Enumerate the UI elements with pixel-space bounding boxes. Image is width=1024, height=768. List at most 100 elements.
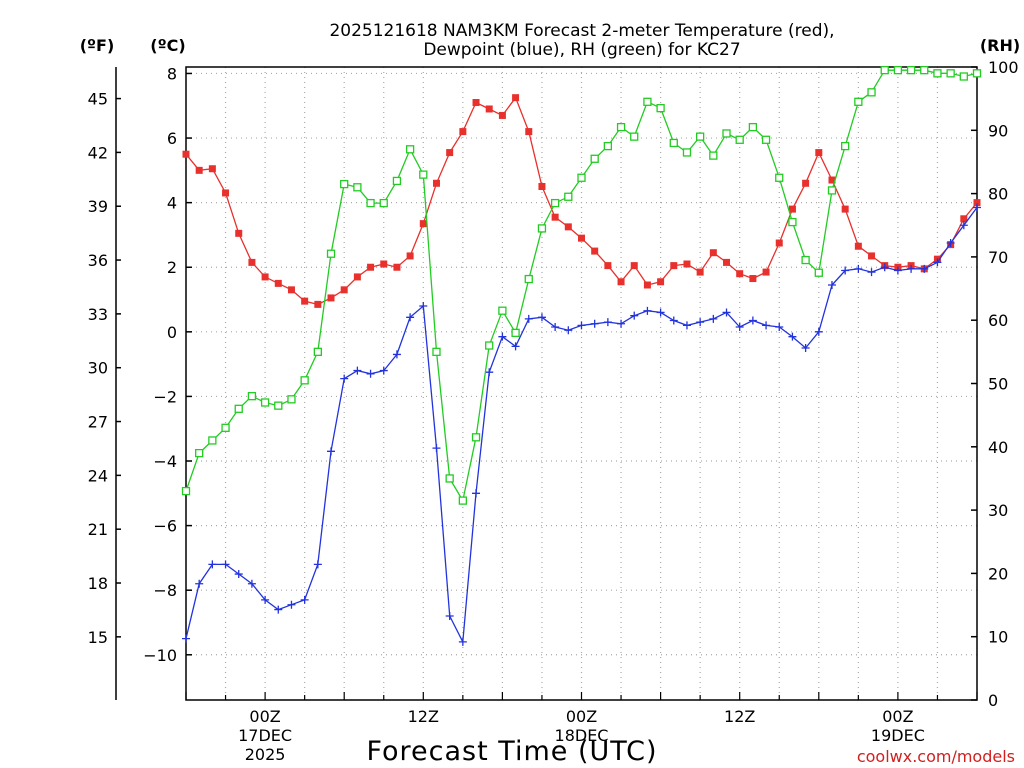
x-axis-title: Forecast Time (UTC) — [366, 736, 657, 767]
rh-axis-label: (RH) — [980, 36, 1020, 55]
data-point — [630, 132, 639, 141]
data-point — [366, 198, 375, 208]
celsius-axis-label: (ºC) — [150, 36, 185, 55]
data-point — [630, 262, 638, 270]
data-point — [907, 264, 916, 273]
data-point — [696, 268, 704, 276]
data-point — [854, 97, 863, 106]
data-point — [920, 66, 929, 75]
data-point — [393, 263, 401, 271]
data-point — [551, 213, 559, 221]
data-point — [643, 97, 652, 106]
fahrenheit-tick-label: 39 — [88, 197, 108, 216]
data-point — [367, 263, 375, 271]
data-point — [723, 258, 731, 266]
data-point — [550, 198, 560, 208]
fahrenheit-tick-label: 21 — [88, 520, 108, 539]
data-point — [419, 301, 428, 310]
data-point — [181, 486, 191, 496]
data-point — [222, 189, 230, 197]
data-point — [485, 105, 493, 113]
time-tick-label: 00Z — [882, 707, 913, 726]
data-point — [261, 273, 269, 281]
data-point — [709, 249, 717, 257]
data-point — [314, 300, 322, 308]
data-point — [485, 341, 494, 350]
data-point — [709, 151, 718, 160]
source-credit: coolwx.com/models — [857, 747, 1015, 766]
fahrenheit-tick-label: 42 — [88, 143, 108, 162]
series-line — [185, 69, 978, 503]
data-point — [643, 306, 652, 315]
data-point — [445, 612, 454, 621]
rh-tick-label: 80 — [988, 185, 1008, 204]
data-point — [657, 278, 665, 286]
data-point — [670, 262, 678, 270]
data-point — [590, 154, 599, 163]
data-point — [788, 217, 797, 227]
data-point — [287, 600, 296, 609]
rh-ticks: 0 10 20 30 40 50 60 70 80 90 100 — [971, 58, 1019, 710]
data-point — [603, 318, 612, 327]
data-point — [327, 294, 335, 302]
fahrenheit-tick-label: 36 — [88, 251, 108, 270]
fahrenheit-axis-label: (ºF) — [80, 36, 115, 55]
rh-tick-label: 60 — [988, 311, 1008, 330]
data-point — [392, 176, 402, 186]
data-point — [775, 173, 784, 182]
celsius-tick-label: −2 — [153, 387, 177, 406]
data-point — [973, 199, 981, 207]
celsius-tick-label: 8 — [167, 64, 177, 83]
data-point — [814, 268, 823, 277]
data-point — [762, 321, 771, 330]
data-point — [274, 279, 282, 287]
series-dewpoint — [182, 203, 981, 646]
data-point — [735, 322, 744, 331]
data-point — [340, 286, 348, 294]
data-point — [854, 242, 862, 250]
rh-tick-label: 70 — [988, 248, 1008, 267]
data-point — [920, 264, 929, 273]
data-point — [432, 444, 441, 453]
data-point — [353, 366, 362, 375]
data-point — [392, 350, 401, 359]
data-point — [247, 392, 257, 401]
rh-tick-label: 0 — [988, 691, 998, 710]
data-point — [432, 179, 440, 187]
data-point — [445, 474, 454, 483]
data-point — [801, 343, 810, 352]
data-point — [656, 308, 665, 317]
data-point — [340, 179, 349, 189]
data-point — [960, 215, 968, 223]
data-point — [182, 634, 190, 643]
data-point — [379, 198, 388, 208]
data-point — [749, 275, 757, 283]
data-point — [313, 347, 322, 357]
data-point — [802, 179, 810, 187]
data-point — [247, 579, 256, 588]
data-point — [893, 66, 903, 75]
celsius-tick-label: −4 — [153, 452, 177, 471]
chart-title-line2: Dewpoint (blue), RH (green) for KC27 — [423, 40, 740, 60]
data-point — [736, 270, 744, 278]
data-point — [511, 328, 520, 338]
fahrenheit-tick-label: 45 — [88, 90, 108, 109]
data-point — [656, 103, 665, 113]
data-point — [537, 313, 546, 322]
fahrenheit-ticks: 15 18 21 24 27 30 33 36 39 42 45 — [88, 90, 121, 647]
data-point — [379, 366, 388, 375]
celsius-tick-label: 2 — [167, 258, 177, 277]
data-point — [524, 274, 533, 284]
data-point — [564, 326, 573, 335]
time-tick-date: 18DEC — [555, 726, 609, 745]
data-point — [221, 423, 230, 432]
data-point — [380, 260, 388, 268]
data-point — [195, 166, 203, 174]
data-point — [248, 258, 256, 266]
data-point — [512, 94, 520, 102]
data-point — [221, 560, 230, 569]
celsius-tick-label: −8 — [153, 581, 177, 600]
series-rh — [181, 66, 982, 505]
